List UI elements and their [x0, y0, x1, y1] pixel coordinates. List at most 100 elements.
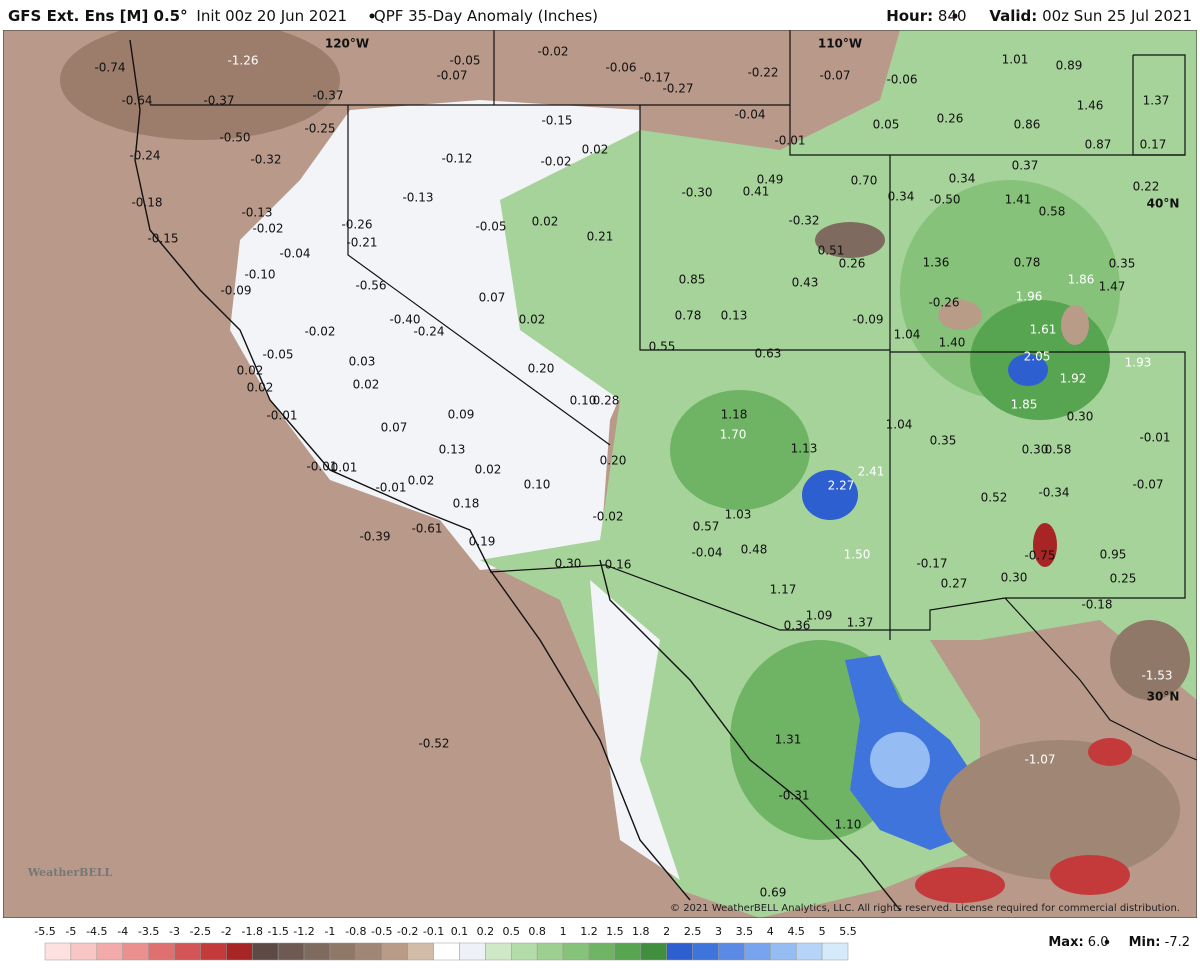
colorbar-swatch: [96, 942, 123, 961]
value-label: -0.27: [662, 82, 693, 96]
colorbar-swatch: [44, 942, 72, 961]
value-label: -0.17: [916, 557, 947, 571]
value-label: -0.04: [279, 247, 310, 261]
value-label: 0.27: [941, 577, 968, 591]
colorbar-swatch: [459, 942, 486, 961]
value-label: 1.36: [923, 256, 950, 270]
value-label: -0.09: [852, 313, 883, 327]
value-label: -0.13: [402, 191, 433, 205]
value-label: 1.86: [1068, 273, 1095, 287]
value-label: 1.96: [1016, 290, 1043, 304]
value-label: 1.17: [770, 583, 797, 597]
value-label: 0.30: [1022, 443, 1049, 457]
value-label: -0.07: [1132, 478, 1163, 492]
separator: [1104, 939, 1110, 945]
value-label: 0.43: [792, 276, 819, 290]
lon-label: 110°W: [818, 37, 862, 51]
value-label: 0.13: [439, 443, 466, 457]
value-label: 1.13: [791, 442, 818, 456]
value-label: 0.22: [1133, 180, 1160, 194]
logo: WeatherBELL: [27, 866, 113, 879]
value-label: 2.27: [828, 479, 855, 493]
colorbar-tick-label: -3: [169, 925, 180, 938]
value-label: 0.02: [582, 143, 609, 157]
separator: [369, 13, 375, 19]
value-label: 0.02: [519, 313, 546, 327]
dry-area: [815, 222, 885, 258]
value-label: 1.93: [1125, 356, 1152, 370]
value-label: 0.30: [1001, 571, 1028, 585]
value-label: -0.37: [312, 89, 343, 103]
value-label: -0.26: [341, 218, 372, 232]
colorbar-tick-label: -4: [117, 925, 128, 938]
value-label: -0.30: [681, 186, 712, 200]
value-label: 0.55: [649, 340, 676, 354]
colorbar-tick-label: -1.8: [241, 925, 262, 938]
valid: 00z Sun 25 Jul 2021: [1042, 7, 1192, 25]
value-label: -0.07: [819, 69, 850, 83]
value-label: 0.02: [475, 463, 502, 477]
state-border: [347, 105, 611, 446]
colorbar-swatch: [744, 942, 771, 961]
value-label: -0.01: [306, 460, 337, 474]
value-label: -0.18: [1081, 598, 1112, 612]
value-label: 0.87: [1085, 138, 1112, 152]
value-label: 0.02: [247, 381, 274, 395]
value-label: 1.31: [775, 733, 802, 747]
value-label: -0.32: [250, 153, 281, 167]
value-label: 0.30: [1067, 410, 1094, 424]
colorbar-swatch: [174, 942, 201, 961]
value-label: 1.85: [1011, 398, 1038, 412]
colorbar-tick-label: -1.5: [267, 925, 288, 938]
colorbar-swatch: [536, 942, 564, 961]
value-label: -0.13: [241, 206, 272, 220]
value-label: 1.10: [835, 818, 862, 832]
value-label: 0.51: [818, 244, 845, 258]
very-dry: [1033, 523, 1057, 567]
value-label: -0.04: [691, 546, 722, 560]
colorbar-tick-label: -2.5: [190, 925, 211, 938]
colorbar-tick-label: 2: [663, 925, 670, 938]
valid-label: Valid:: [989, 7, 1037, 25]
value-label: 0.03: [349, 355, 376, 369]
extremes: Max: 6.0 Min: -7.2: [1048, 935, 1190, 950]
colorbar-swatch: [381, 942, 408, 961]
colorbar-tick-label: 3.5: [736, 925, 754, 938]
value-label: 1.50: [844, 548, 871, 562]
model: GFS Ext. Ens [M] 0.5°: [8, 7, 188, 25]
value-label: 0.37: [1012, 159, 1039, 173]
dry-area: [940, 740, 1180, 880]
value-label: -0.56: [355, 279, 386, 293]
value-label: -0.18: [131, 196, 162, 210]
value-label: -0.01: [266, 409, 297, 423]
value-label: 0.10: [570, 394, 597, 408]
value-label: -0.02: [304, 325, 335, 339]
value-label: 1.41: [1005, 193, 1032, 207]
value-label: 0.49: [757, 173, 784, 187]
value-label: -0.64: [121, 94, 152, 108]
map-labels: -0.74 -1.26 -0.05-0.07-0.02-0.06-0.17-0.27…: [94, 45, 1172, 900]
state-border: [639, 105, 890, 351]
value-label: 0.35: [1109, 257, 1136, 271]
value-label: 0.07: [479, 291, 506, 305]
value-label: 0.28: [593, 394, 620, 408]
value-label: -0.05: [449, 54, 480, 68]
value-label: -1.26: [227, 54, 258, 68]
value-label: -0.50: [219, 131, 250, 145]
wet-core: [670, 390, 810, 510]
hour-label: Hour:: [886, 7, 933, 25]
value-label: 1.37: [1143, 94, 1170, 108]
value-label: -0.61: [411, 522, 442, 536]
value-label: -0.02: [537, 45, 568, 59]
value-label: 1.01: [1002, 53, 1029, 67]
colorbar-tick-label: -5.5: [34, 925, 55, 938]
value-label: -0.02: [252, 222, 283, 236]
value-label: 1.04: [886, 418, 913, 432]
colorbar-tick-label: -1.2: [293, 925, 314, 938]
value-label: 0.09: [448, 408, 475, 422]
value-label: -0.21: [346, 236, 377, 250]
colorbar-swatch: [511, 942, 538, 961]
value-label: -0.26: [928, 296, 959, 310]
colorbar-swatch: [226, 942, 253, 961]
